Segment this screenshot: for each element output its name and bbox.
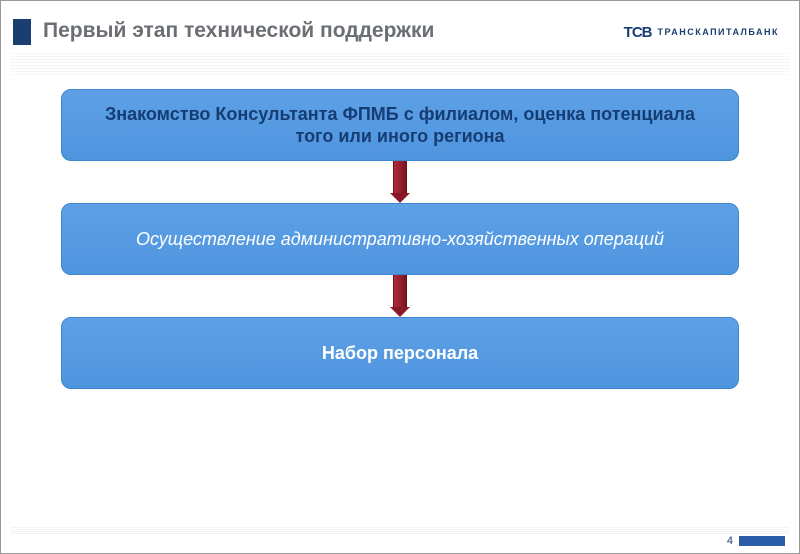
flow-node-3: Набор персонала (61, 317, 739, 389)
arrow-head-icon (390, 307, 410, 317)
flow-arrow-2 (391, 275, 409, 317)
arrow-shaft-icon (393, 161, 407, 193)
arrow-head-icon (390, 193, 410, 203)
flow-node-3-label: Набор персонала (322, 342, 478, 365)
header-accent-bar (13, 19, 31, 45)
arrow-shaft-icon (393, 275, 407, 307)
bank-logo: TCB ТРАНСКАПИТАЛБАНК (624, 21, 779, 43)
slide: Первый этап технической поддержки TCB ТР… (0, 0, 800, 554)
slide-title: Первый этап технической поддержки (43, 19, 434, 43)
header-stripes (11, 53, 789, 75)
slide-footer: 4 (727, 535, 785, 547)
flow-node-1-label: Знакомство Консультанта ФПМБ с филиалом,… (92, 103, 708, 148)
logo-text: ТРАНСКАПИТАЛБАНК (658, 27, 780, 37)
flowchart: Знакомство Консультанта ФПМБ с филиалом,… (61, 89, 739, 493)
slide-header: Первый этап технической поддержки TCB ТР… (1, 19, 799, 47)
logo-mark: TCB (624, 24, 652, 41)
footer-accent-bar (739, 536, 785, 546)
page-number: 4 (727, 535, 733, 547)
flow-node-1: Знакомство Консультанта ФПМБ с филиалом,… (61, 89, 739, 161)
flow-arrow-1 (391, 161, 409, 203)
flow-node-2-label: Осуществление административно-хозяйствен… (136, 228, 664, 251)
footer-stripes (11, 527, 789, 535)
flow-node-2: Осуществление административно-хозяйствен… (61, 203, 739, 275)
